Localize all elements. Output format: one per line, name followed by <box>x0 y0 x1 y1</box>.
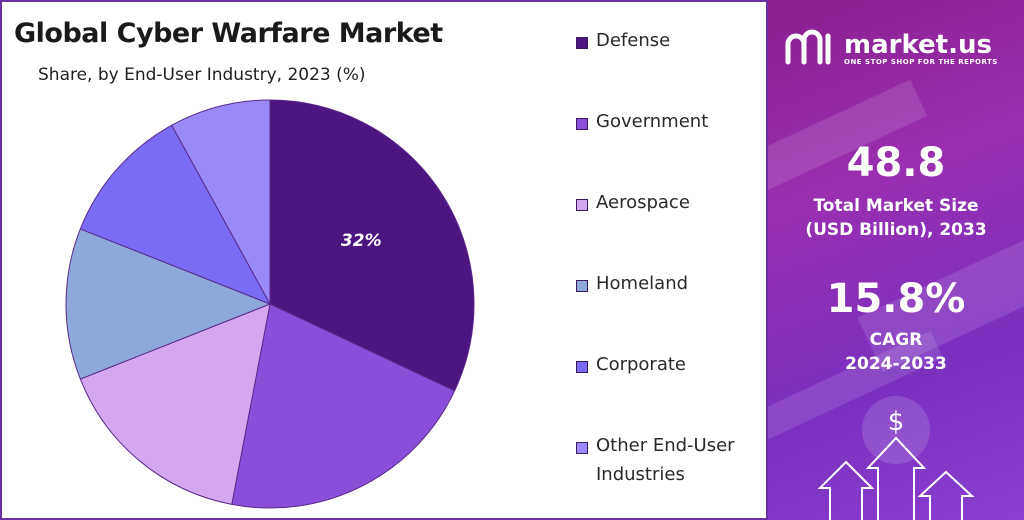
chart-subtitle: Share, by End-User Industry, 2023 (%) <box>38 65 366 85</box>
legend-swatch <box>576 361 588 373</box>
legend-label: Aerospace <box>596 192 690 213</box>
pie-slice-homeland <box>65 228 272 380</box>
legend-swatch <box>576 37 588 49</box>
legend-label: Government <box>596 111 709 132</box>
brand-logo: market.us ONE STOP SHOP FOR THE REPORTS <box>784 28 1014 72</box>
cagr-value: 15.8% <box>826 276 966 322</box>
pie-slice-corporate <box>79 124 272 305</box>
legend-label: Homeland <box>596 273 689 294</box>
legend-label: Other End-User Industries <box>596 435 735 485</box>
legend-item: Aerospace <box>576 192 766 217</box>
pie-slice-defense <box>269 99 475 392</box>
brand-name: market.us <box>844 30 992 60</box>
market-us-logo-icon <box>785 29 831 65</box>
pie-slice-government <box>231 303 456 509</box>
legend-swatch <box>576 118 588 130</box>
legend-label: Defense <box>596 30 671 51</box>
market-size-unit-label: (USD Billion), 2033 <box>805 220 987 240</box>
legend-item: Defense <box>576 30 766 55</box>
legend-swatch <box>576 199 588 211</box>
legend-item: Homeland <box>576 273 766 298</box>
brand-tagline: ONE STOP SHOP FOR THE REPORTS <box>844 58 998 66</box>
legend-item: Government <box>576 111 766 136</box>
market-size-value: 48.8 <box>846 140 946 186</box>
dollar-icon: $ <box>888 407 905 437</box>
pie-slice-aerospace <box>79 303 271 505</box>
legend-item: Other End-User Industries <box>576 435 766 489</box>
legend-label: Corporate <box>596 354 686 375</box>
data-label-defense: 32% <box>341 231 382 251</box>
pie-chart: 32% <box>65 99 475 509</box>
growth-arrows-icon: $ <box>817 396 975 520</box>
legend-swatch <box>576 280 588 292</box>
cagr-period-label: 2024-2033 <box>845 354 947 374</box>
legend-swatch <box>576 442 588 454</box>
legend-item: Corporate <box>576 354 766 379</box>
chart-title: Global Cyber Warfare Market <box>14 18 443 49</box>
summary-panel: market.us ONE STOP SHOP FOR THE REPORTS … <box>768 0 1024 520</box>
pie-slice-other-end-user-industries <box>171 99 271 305</box>
cagr-label: CAGR <box>869 330 923 350</box>
chart-panel: Global Cyber Warfare Market Share, by En… <box>0 0 768 520</box>
market-size-label: Total Market Size <box>813 196 979 216</box>
